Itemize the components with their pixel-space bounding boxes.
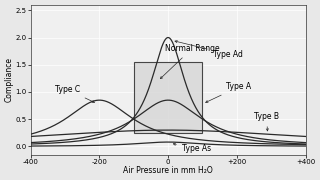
Text: Type B: Type B — [254, 112, 279, 131]
Text: Type C: Type C — [55, 85, 94, 102]
Text: Type As: Type As — [173, 143, 211, 153]
X-axis label: Air Pressure in mm H₂O: Air Pressure in mm H₂O — [123, 166, 213, 175]
Text: Normal Range: Normal Range — [160, 44, 219, 79]
Text: Type Ad: Type Ad — [175, 40, 243, 58]
Bar — [134, 62, 203, 133]
Text: Type A: Type A — [206, 82, 252, 102]
Y-axis label: Compliance: Compliance — [5, 57, 14, 102]
